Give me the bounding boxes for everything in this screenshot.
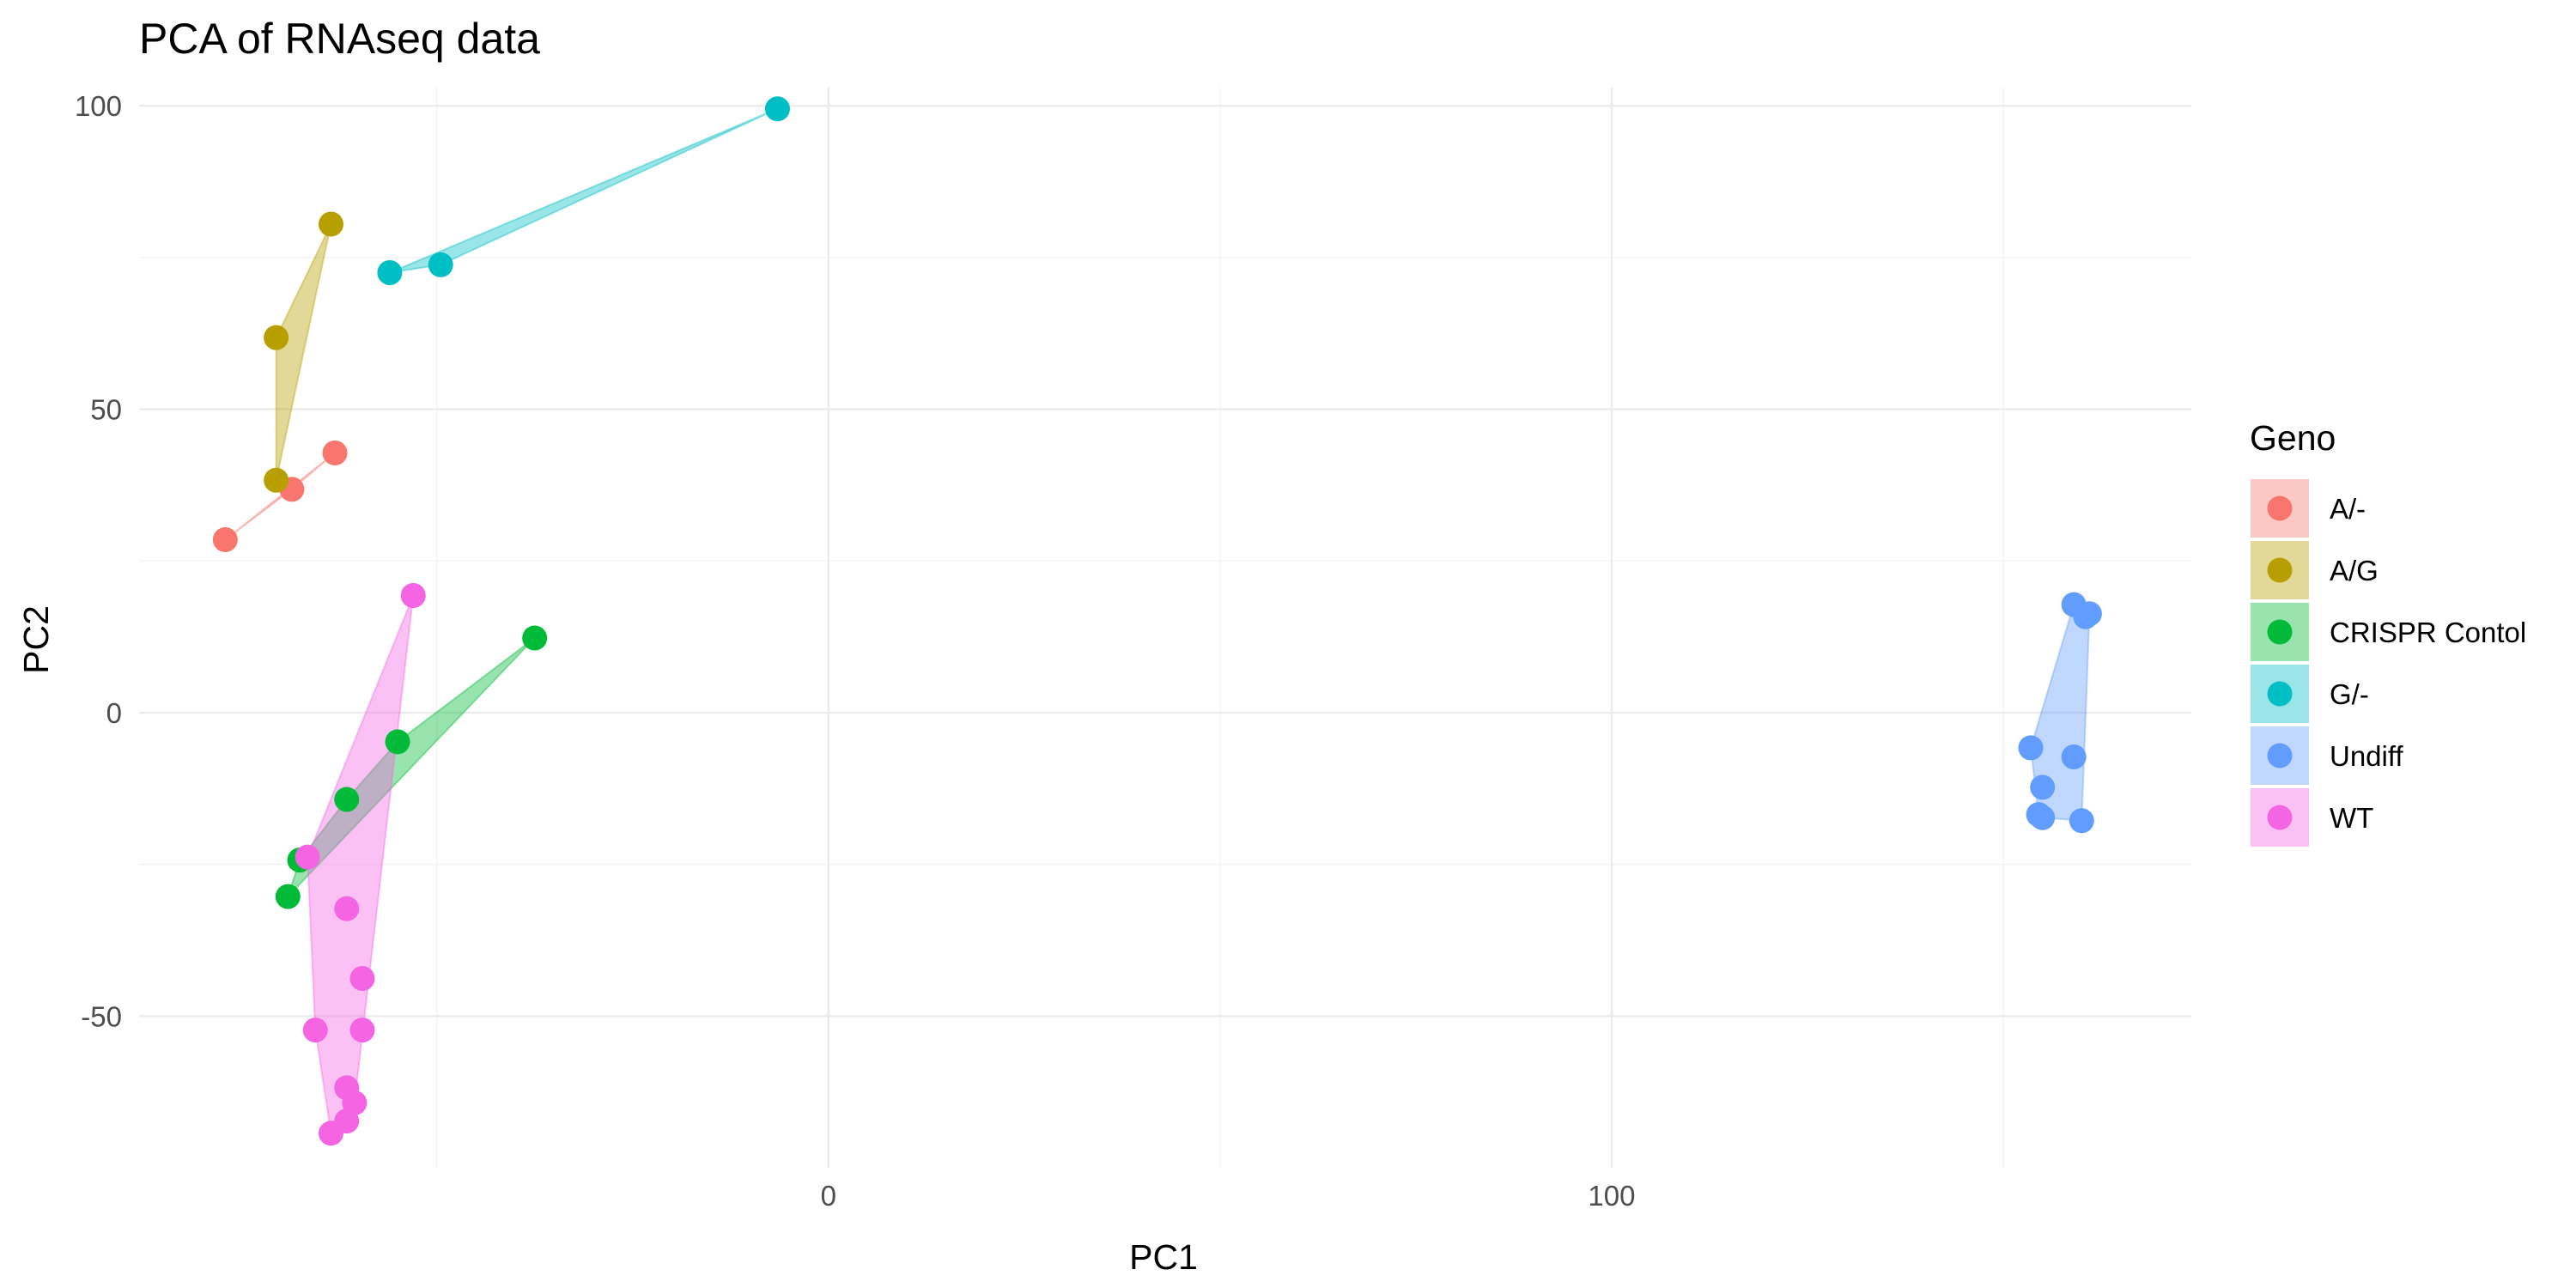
legend-key-point [2267, 619, 2293, 645]
point-crispr-contol [334, 787, 360, 812]
legend-key-point [2267, 743, 2293, 769]
point-g [428, 252, 453, 277]
legend-item-crispr-contol: CRISPR Contol [2251, 603, 2526, 661]
point-undiff [2069, 808, 2094, 834]
x-axis-ticks: 0 100 [821, 1180, 1636, 1212]
point-a-g [264, 467, 289, 493]
legend-item-a-g: A/G [2251, 541, 2379, 599]
legend-key-point [2267, 495, 2293, 521]
legend: Geno A/- A/G CRISPR Contol G/- Undiff WT [2250, 418, 2526, 847]
point-undiff [2061, 744, 2087, 770]
point-a-g [264, 325, 289, 350]
legend-item-undiff: Undiff [2251, 726, 2403, 785]
point-crispr-contol [385, 729, 410, 755]
point-a-g [318, 211, 343, 237]
point-wt [400, 583, 426, 609]
y-axis-title: PC2 [16, 605, 56, 674]
legend-label: Undiff [2330, 740, 2403, 772]
legend-label: WT [2330, 802, 2373, 834]
point-wt [318, 1121, 343, 1146]
legend-key-point [2267, 681, 2293, 707]
point-undiff [2018, 735, 2044, 761]
plot-grid [139, 88, 2191, 1168]
point-wt [295, 844, 320, 870]
point-undiff [2030, 805, 2056, 830]
point-undiff [2073, 604, 2099, 629]
y-axis-ticks: -50 0 50 100 [75, 90, 122, 1032]
legend-label: A/- [2330, 493, 2366, 525]
y-tick-label: -50 [81, 1000, 122, 1032]
point-wt [349, 1018, 375, 1043]
legend-label: A/G [2330, 555, 2379, 586]
point-g [377, 260, 403, 286]
y-tick-label: 0 [106, 697, 122, 729]
legend-items: A/- A/G CRISPR Contol G/- Undiff WT [2251, 479, 2526, 847]
point-crispr-contol [522, 625, 548, 651]
hull-g [388, 107, 779, 274]
hull-a-g [275, 223, 332, 482]
point-g [764, 96, 790, 122]
data-points [212, 96, 2102, 1146]
y-tick-label: 50 [90, 394, 122, 426]
legend-label: CRISPR Contol [2330, 617, 2526, 648]
legend-title: Geno [2250, 418, 2336, 458]
legend-label: G/- [2330, 678, 2369, 710]
legend-key-point [2267, 557, 2293, 583]
legend-item-wt: WT [2251, 788, 2373, 847]
y-tick-label: 100 [75, 90, 122, 122]
point-a [322, 440, 348, 465]
point-a [212, 527, 238, 553]
x-axis-title: PC1 [1129, 1237, 1198, 1277]
legend-key-point [2267, 805, 2293, 830]
x-tick-label: 0 [821, 1180, 836, 1212]
point-crispr-contol [275, 884, 301, 909]
point-wt [334, 896, 360, 921]
point-undiff [2030, 775, 2056, 800]
hull-a [224, 452, 337, 541]
chart-title: PCA of RNAseq data [139, 15, 540, 63]
legend-item-a: A/- [2251, 479, 2366, 538]
point-wt [349, 965, 375, 991]
x-tick-label: 100 [1588, 1180, 1635, 1212]
point-wt [302, 1018, 328, 1043]
group-hulls [224, 107, 2091, 1134]
legend-item-g: G/- [2251, 665, 2369, 723]
